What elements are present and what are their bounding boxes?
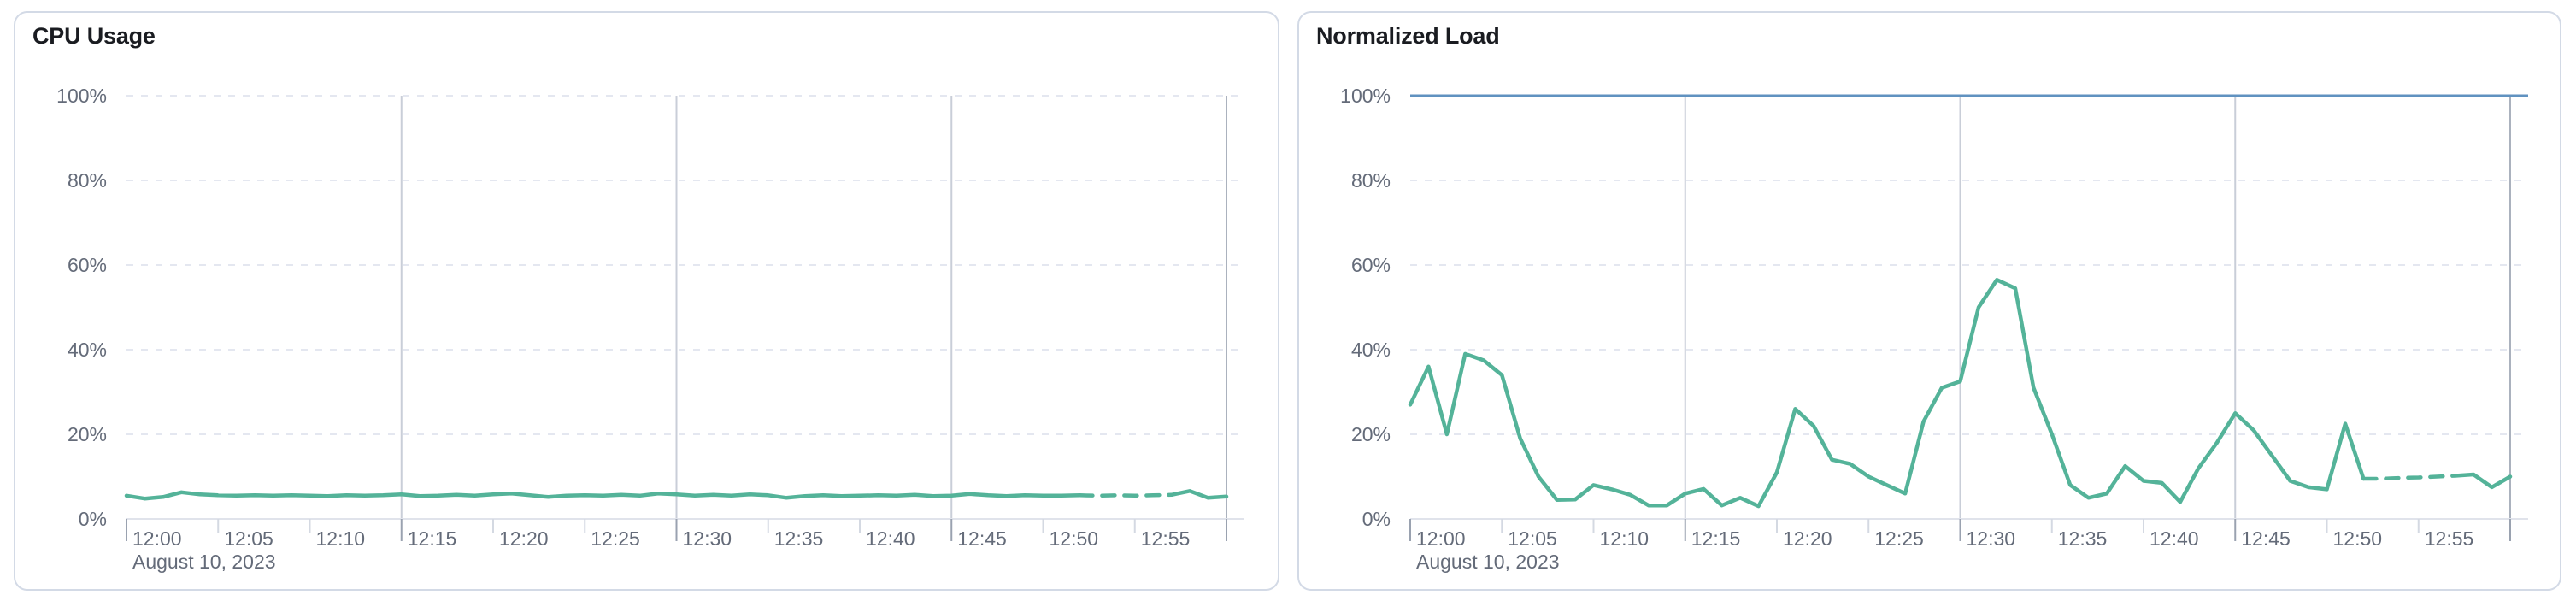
x-tick-label: 12:05	[1508, 527, 1557, 550]
y-tick-label: 60%	[68, 254, 107, 276]
series-line	[1169, 489, 1229, 500]
cpu-usage-panel: CPU Usage 100% 80% 60% 40% 20% 0% 12:00 12:05 12…	[14, 11, 1279, 591]
x-tick-label: 12:45	[2241, 527, 2291, 550]
x-tick-label: 12:30	[683, 527, 732, 550]
y-tick-label: 20%	[68, 423, 107, 445]
y-tick-label: 40%	[68, 339, 107, 361]
x-tick-label: 12:15	[1691, 527, 1741, 550]
x-axis-date-label: August 10, 2023	[1416, 551, 1560, 573]
x-tick-label: 12:20	[499, 527, 549, 550]
x-tick-label: 12:10	[1600, 527, 1650, 550]
y-tick-label: 80%	[1351, 169, 1391, 192]
y-tick-label: 100%	[1340, 85, 1391, 107]
y-tick-label: 80%	[68, 169, 107, 192]
x-tick-label: 12:55	[2425, 527, 2474, 550]
y-tick-label: 20%	[1351, 423, 1391, 445]
y-tick-label: 100%	[56, 85, 107, 107]
x-tick-label: 12:10	[316, 527, 366, 550]
series-line	[124, 490, 1082, 501]
x-tick-label: 12:45	[957, 527, 1007, 550]
y-tick-label: 40%	[1351, 339, 1391, 361]
y-tick-label: 0%	[79, 508, 107, 530]
panel-title: CPU Usage	[32, 23, 156, 49]
x-tick-label: 12:25	[1874, 527, 1924, 550]
x-tick-label: 12:00	[132, 527, 182, 550]
x-tick-label: 12:40	[2150, 527, 2199, 550]
x-tick-label: 12:15	[408, 527, 457, 550]
y-tick-label: 0%	[1362, 508, 1391, 530]
x-tick-label: 12:00	[1416, 527, 1466, 550]
normalized-load-chart[interactable]: 100% 80% 60% 40% 20% 0% 12:00 12:05 12:10 12:15 12…	[1299, 13, 2560, 589]
x-tick-label: 12:20	[1783, 527, 1832, 550]
series-line	[2453, 472, 2513, 490]
x-tick-label: 12:35	[2058, 527, 2108, 550]
cpu-usage-chart[interactable]: 100% 80% 60% 40% 20% 0% 12:00 12:05 12:10 12:15 12…	[15, 13, 1278, 589]
normalized-load-panel: Normalized Load 100% 80% 60% 40% 20% 0% 12:00 1…	[1297, 11, 2561, 591]
x-tick-label: 12:30	[1967, 527, 2016, 550]
x-axis-date-label: August 10, 2023	[132, 551, 276, 573]
x-tick-label: 12:05	[224, 527, 273, 550]
series-line-projected	[2361, 474, 2457, 481]
x-tick-label: 12:35	[774, 527, 824, 550]
x-tick-label: 12:40	[866, 527, 915, 550]
x-tick-label: 12:50	[1050, 527, 1099, 550]
x-tick-label: 12:50	[2333, 527, 2383, 550]
y-tick-label: 60%	[1351, 254, 1391, 276]
x-tick-label: 12:55	[1141, 527, 1191, 550]
x-tick-label: 12:25	[591, 527, 640, 550]
series-line-projected	[1078, 492, 1173, 498]
panel-title: Normalized Load	[1316, 23, 1500, 49]
series-line	[1408, 278, 2366, 509]
